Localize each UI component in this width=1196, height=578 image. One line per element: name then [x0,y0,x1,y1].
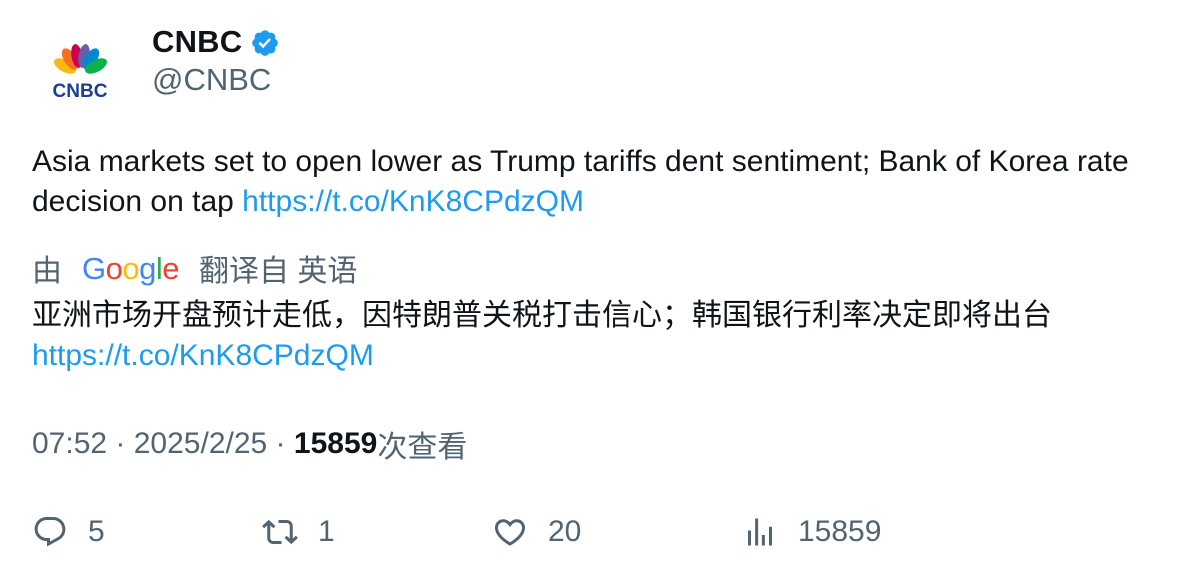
retweet-count: 1 [318,515,335,548]
reply-button[interactable]: 5 [32,508,105,556]
retweet-icon [262,519,298,545]
translation-suffix: 翻译自 英语 [199,255,358,288]
reply-icon [34,517,66,547]
like-button[interactable]: 20 [492,508,581,556]
meta-separator: · [267,427,294,460]
tweet-date[interactable]: 2025/2/25 [133,427,268,460]
verified-badge-icon[interactable] [250,28,280,58]
views-button[interactable]: 15859 [742,508,881,556]
translated-body: 亚洲市场开盘预计走低，因特朗普关税打击信心；韩国银行利率决定即将出台 [32,299,1052,332]
translated-text: 亚洲市场开盘预计走低，因特朗普关税打击信心；韩国银行利率决定即将出台 https:… [32,296,1172,376]
action-bar: 5 1 20 15859 [0,508,1196,556]
author-name-row: CNBC [152,22,280,62]
svg-text:CNBC: CNBC [53,81,108,102]
views-action-count: 15859 [798,515,882,548]
cnbc-avatar[interactable]: CNBC [40,38,120,102]
author-display-name[interactable]: CNBC [152,24,243,59]
retweet-button[interactable]: 1 [262,508,335,556]
translation-prefix: 由 [32,255,62,288]
views-count: 15859 [293,427,378,460]
translated-link[interactable]: https://t.co/KnK8CPdzQM [32,339,374,372]
tweet-time[interactable]: 07:52 [32,427,108,460]
tweet-body: Asia markets set to open lower as Trump … [32,145,1129,218]
tweet-link[interactable]: https://t.co/KnK8CPdzQM [242,185,584,218]
tweet-text: Asia markets set to open lower as Trump … [32,142,1172,222]
tweet-meta: 07:52 · 2025/2/25 · 15859 次查看 [32,424,467,464]
views-label: 次查看 [377,431,468,464]
heart-icon [494,519,526,546]
cnbc-peacock-logo-icon: CNBC [53,44,108,102]
author-handle[interactable]: @CNBC [152,62,272,97]
like-count: 20 [548,515,582,548]
reply-count: 5 [88,515,105,548]
bar-chart-icon [748,518,772,546]
meta-separator: · [107,427,134,460]
